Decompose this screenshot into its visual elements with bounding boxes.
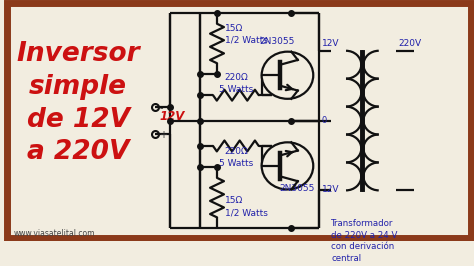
Text: Transformador
de 220V a 24 V
con derivación
central: Transformador de 220V a 24 V con derivac… <box>331 219 398 263</box>
Text: 220V: 220V <box>398 39 421 48</box>
Circle shape <box>262 52 313 99</box>
Text: 220Ω
5 Watts: 220Ω 5 Watts <box>219 147 253 168</box>
Text: simple: simple <box>29 74 127 100</box>
Circle shape <box>262 142 313 189</box>
Text: 12V: 12V <box>159 110 185 123</box>
Text: 2N3055: 2N3055 <box>280 184 315 193</box>
Text: a 220V: a 220V <box>27 139 129 165</box>
Text: 15Ω
1/2 Watts: 15Ω 1/2 Watts <box>225 196 268 217</box>
Text: 220Ω
5 Watts: 220Ω 5 Watts <box>219 73 253 94</box>
Text: -: - <box>159 103 163 113</box>
Text: www.viasatelital.com: www.viasatelital.com <box>14 228 95 238</box>
Text: +: + <box>159 130 167 140</box>
Text: 2N3055: 2N3055 <box>260 38 295 47</box>
Text: 12V: 12V <box>322 185 340 194</box>
Text: 15Ω
1/2 Watts: 15Ω 1/2 Watts <box>225 24 268 45</box>
Text: 12V: 12V <box>322 39 340 48</box>
Text: Inversor: Inversor <box>16 41 140 67</box>
Text: 0: 0 <box>321 116 327 125</box>
Text: de 12V: de 12V <box>27 107 129 133</box>
